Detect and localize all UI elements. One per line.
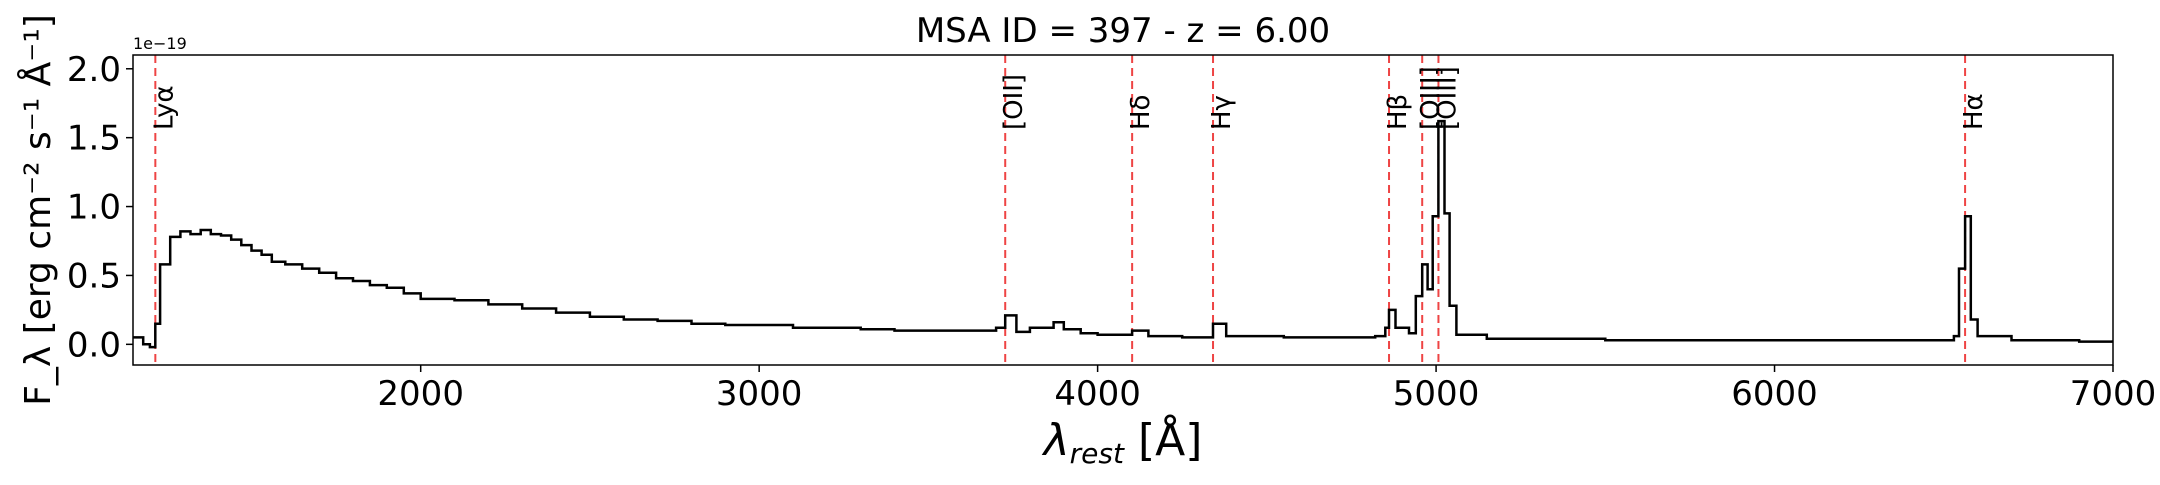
x-tick-label: 2000 xyxy=(377,374,464,414)
x-axis-label-subscript: rest xyxy=(1070,437,1125,470)
emission-line-label: [OII] xyxy=(999,74,1029,130)
emission-line-label: Hα xyxy=(1959,93,1989,130)
y-tick-label: 1.0 xyxy=(67,188,121,228)
emission-lines xyxy=(154,55,1967,365)
x-tick-label: 5000 xyxy=(1393,374,1480,414)
x-tick-label: 4000 xyxy=(1054,374,1141,414)
y-offset-text: 1e−19 xyxy=(133,34,187,53)
y-tick-label: 2.0 xyxy=(67,50,121,90)
plot-frame xyxy=(132,54,2114,366)
emission-line-label: Lyα xyxy=(149,85,179,130)
x-tick-label: 3000 xyxy=(716,374,803,414)
chart-title: MSA ID = 397 - z = 6.00 xyxy=(916,11,1330,51)
x-tick-label: 6000 xyxy=(1731,374,1818,414)
emission-line-label: Hδ xyxy=(1126,95,1156,130)
y-tick-label: 1.5 xyxy=(67,119,121,159)
spectrum-series xyxy=(133,119,2113,349)
y-tick-label: 0.0 xyxy=(67,325,121,365)
x-axis-label-unit: [Å] xyxy=(1124,413,1202,466)
x-axis: 2000 3000 4000 5000 6000 7000 xyxy=(377,365,2156,414)
x-axis-label-symbol: λ xyxy=(1042,415,1070,466)
spectrum-line xyxy=(133,119,2113,349)
emission-line-label: [OIII] xyxy=(1416,66,1446,130)
emission-line-labels: Lyα [OII] Hδ Hγ Hβ [OIII][OIII] Hα xyxy=(149,66,1989,130)
emission-line-label: Hγ xyxy=(1207,95,1237,130)
x-axis-label: λrest [Å] xyxy=(1042,413,1203,470)
emission-line-label: [OIII] xyxy=(1432,66,1462,130)
y-tick-label: 0.5 xyxy=(67,256,121,296)
emission-line-label: Hβ xyxy=(1383,94,1413,130)
x-tick-label: 7000 xyxy=(2070,374,2157,414)
y-axis-label: F_λ [erg cm⁻² s⁻¹ Å⁻¹] xyxy=(16,14,59,406)
y-axis: 0.0 0.5 1.0 1.5 2.0 xyxy=(67,50,133,365)
